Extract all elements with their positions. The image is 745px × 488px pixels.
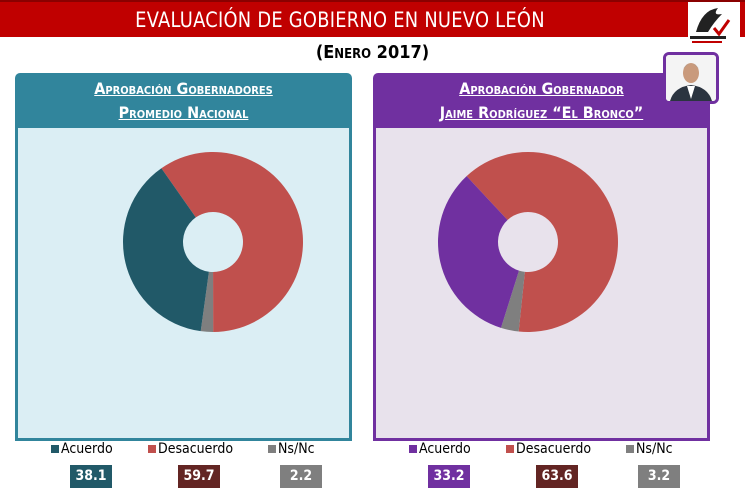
governor-photo — [663, 52, 719, 104]
legend-swatch — [268, 445, 276, 453]
page-title: EVALUACIÓN DE GOBIERNO EN NUEVO LEÓN — [135, 8, 545, 32]
legend-item: Desacuerdo — [148, 441, 233, 457]
legend-label: Desacuerdo — [516, 441, 592, 457]
legend-label: Acuerdo — [61, 441, 113, 457]
legend-swatch — [409, 445, 417, 453]
legend-swatch — [506, 445, 514, 453]
value-label: 38.1 — [70, 465, 112, 488]
value-label: 2.2 — [280, 465, 322, 488]
legend-item: Acuerdo — [409, 441, 471, 457]
legend-label: Acuerdo — [419, 441, 471, 457]
panel-title: Aprobación Gobernadores Promedio Nacional — [15, 73, 352, 128]
legend-item: Desacuerdo — [506, 441, 591, 457]
legend-label: Desacuerdo — [158, 441, 234, 457]
slice-desacuerdo — [466, 152, 618, 332]
donut-chart — [123, 152, 303, 332]
legend-swatch — [51, 445, 59, 453]
value-label: 59.7 — [178, 465, 220, 488]
slice-acuerdo — [123, 168, 209, 332]
value-label: 33.2 — [428, 465, 470, 488]
legend-label: Ns/Nc — [278, 441, 315, 457]
slice-nsnc — [500, 270, 525, 332]
slice-nsnc — [200, 271, 214, 332]
value-label: 63.6 — [536, 465, 578, 488]
subtitle: (Enero 2017) — [315, 42, 430, 63]
legend-item: Ns/Nc — [626, 441, 673, 457]
value-label: 3.2 — [638, 465, 680, 488]
chart-area: Acuerdo Desacuerdo Ns/Nc 38.1 59.7 2.2 — [15, 128, 352, 488]
legend-label: Ns/Nc — [636, 441, 673, 457]
header-bar: EVALUACIÓN DE GOBIERNO EN NUEVO LEÓN — [0, 0, 745, 37]
donut-chart — [438, 152, 618, 332]
mitofsky-logo — [688, 2, 740, 46]
legend-item: Ns/Nc — [268, 441, 315, 457]
chart-area: Acuerdo Desacuerdo Ns/Nc 33.2 63.6 3.2 — [373, 128, 710, 488]
legend-swatch — [148, 445, 156, 453]
legend-swatch — [626, 445, 634, 453]
legend-item: Acuerdo — [51, 441, 113, 457]
slice-acuerdo — [438, 176, 519, 328]
panel-title: Aprobación Gobernador Jaime Rodríguez “El… — [373, 73, 710, 128]
slice-desacuerdo — [161, 152, 303, 332]
panel-bronco: Aprobación Gobernador Jaime Rodríguez “El… — [373, 73, 710, 488]
panel-national: Aprobación Gobernadores Promedio Nacional… — [15, 73, 352, 488]
